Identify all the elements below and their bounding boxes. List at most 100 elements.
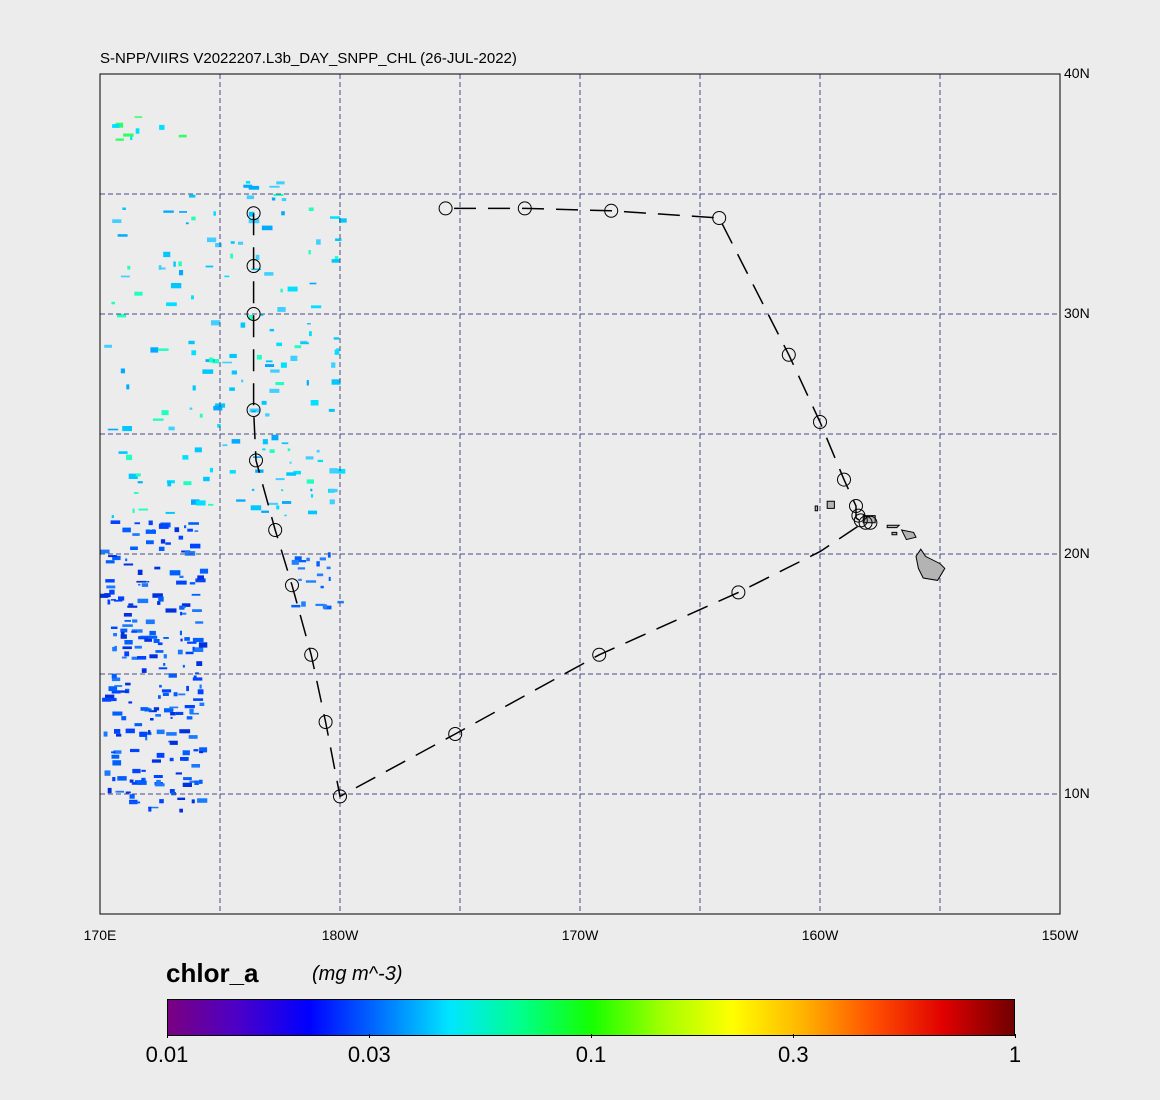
chlorophyll-pixel <box>217 424 221 428</box>
station-marker[interactable] <box>318 715 333 729</box>
chlorophyll-pixel <box>261 400 267 405</box>
chlorophyll-pixel <box>211 320 221 326</box>
chlorophyll-pixel <box>191 799 195 804</box>
chlorophyll-pixel <box>306 557 310 562</box>
chlorophyll-pixel <box>159 684 162 688</box>
station-marker[interactable] <box>333 789 347 804</box>
station-marker[interactable] <box>246 307 261 321</box>
chlorophyll-pixel <box>192 647 204 652</box>
station-marker[interactable] <box>863 515 878 530</box>
chlorophyll-pixel <box>137 598 149 604</box>
chlorophyll-pixel <box>108 555 117 558</box>
chlorophyll-pixel <box>163 210 174 213</box>
station-marker[interactable] <box>849 499 863 513</box>
chlorophyll-pixel <box>114 685 123 687</box>
chlorophyll-pixel <box>229 470 236 474</box>
chlorophyll-pixel <box>187 641 197 644</box>
chlorophyll-pixel <box>132 533 140 536</box>
chlorophyll-pixel <box>195 621 204 624</box>
chlorophyll-pixel <box>161 689 172 693</box>
chlorophyll-pixel <box>133 492 139 494</box>
chlorophyll-pixel <box>118 451 128 454</box>
chlorophyll-pixel <box>192 385 196 391</box>
chlorophyll-pixel <box>180 638 183 642</box>
chlorophyll-pixel <box>185 651 194 655</box>
chlorophyll-pixel <box>275 478 285 481</box>
chlorophyll-pixel <box>213 405 223 411</box>
chlorophyll-pixel <box>145 529 156 534</box>
chlorophyll-pixel <box>277 307 286 312</box>
chlorophyll-pixel <box>195 672 199 675</box>
station-marker[interactable] <box>604 203 619 218</box>
chlorophyll-pixel <box>148 710 157 713</box>
chlorophyll-pixel <box>121 716 127 721</box>
chlorophyll-pixel <box>124 620 131 622</box>
chlorophyll-pixel <box>131 629 143 633</box>
chlorophyll-pixel <box>158 523 169 529</box>
chlorophyll-pixel <box>163 663 166 666</box>
chlorophyll-pixel <box>307 323 311 325</box>
chlorophyll-pixel <box>334 256 339 260</box>
station-marker[interactable] <box>712 211 727 225</box>
chlorophyll-pixel <box>159 799 164 804</box>
station-marker[interactable] <box>268 523 283 537</box>
chlorophyll-pixel <box>295 560 307 563</box>
map-canvas[interactable] <box>0 0 1160 960</box>
chlorophyll-pixel <box>136 580 147 583</box>
station-marker[interactable] <box>592 647 607 662</box>
chlorophyll-pixel <box>282 501 292 504</box>
chlorophyll-pixel <box>120 275 130 278</box>
chlorophyll-pixel <box>182 455 189 460</box>
chlorophyll-pixel <box>123 563 134 566</box>
chlorophyll-pixel <box>328 576 331 581</box>
chlorophyll-pixel <box>120 368 125 374</box>
station-marker[interactable] <box>731 585 746 600</box>
chlorophyll-pixel <box>180 757 189 761</box>
chlorophyll-pixel <box>328 408 335 412</box>
chlorophyll-pixel <box>310 400 319 406</box>
chlorophyll-pixel <box>104 770 111 776</box>
station-marker[interactable] <box>285 578 299 593</box>
station-marker[interactable] <box>246 403 261 417</box>
chlorophyll-pixel <box>199 702 205 706</box>
station-marker[interactable] <box>438 201 453 216</box>
station-marker[interactable] <box>837 472 851 487</box>
chlorophyll-pixel <box>162 692 169 696</box>
chlorophyll-pixel <box>199 747 208 753</box>
station-marker[interactable] <box>858 515 873 530</box>
chlorophyll-pixel <box>310 494 314 498</box>
chlorophyll-pixel <box>123 613 132 617</box>
station-marker[interactable] <box>246 259 261 273</box>
station-marker[interactable] <box>781 347 796 362</box>
chlorophyll-pixel <box>271 434 279 441</box>
chlorophyll-pixel <box>185 222 189 225</box>
chlorophyll-pixel <box>224 275 230 278</box>
chlorophyll-pixel <box>148 520 153 526</box>
chlorophyll-pixel <box>116 733 122 737</box>
chlorophyll-pixel <box>196 661 203 666</box>
chlorophyll-pixel <box>178 535 184 540</box>
chlorophyll-pixel <box>339 218 347 223</box>
chlorophyll-pixel <box>308 510 318 515</box>
map-title: S-NPP/VIIRS V2022207.L3b_DAY_SNPP_CHL (2… <box>100 50 517 67</box>
chlorophyll-pixel <box>182 606 186 608</box>
station-marker[interactable] <box>246 206 261 221</box>
station-marker[interactable] <box>304 647 319 662</box>
chlorophyll-pixel <box>113 750 122 754</box>
chlorophyll-pixel <box>117 234 128 237</box>
station-marker[interactable] <box>448 727 463 741</box>
chlorophyll-pixel <box>106 585 116 589</box>
chlorophyll-pixel <box>241 379 244 383</box>
chlorophyll-pixel <box>183 481 192 486</box>
chlorophyll-pixel <box>191 350 197 356</box>
chlorophyll-pixel <box>141 769 146 772</box>
station-marker[interactable] <box>249 453 263 468</box>
chlorophyll-pixel <box>255 254 260 260</box>
station-marker[interactable] <box>517 201 532 216</box>
chlorophyll-pixel <box>159 124 165 130</box>
island-maui <box>900 529 917 541</box>
chlorophyll-pixel <box>229 353 237 358</box>
chlorophyll-pixel <box>176 580 187 585</box>
station-marker[interactable] <box>813 415 827 429</box>
chlorophyll-pixel <box>184 551 196 556</box>
